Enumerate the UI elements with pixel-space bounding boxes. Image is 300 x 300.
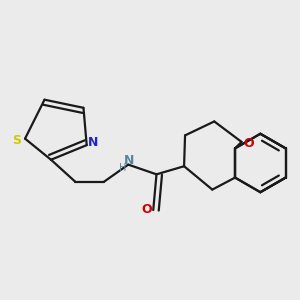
Text: S: S: [12, 134, 21, 147]
Text: O: O: [141, 202, 152, 216]
Text: N: N: [88, 136, 99, 149]
Text: H: H: [119, 163, 127, 173]
Text: O: O: [243, 137, 254, 150]
Text: N: N: [124, 154, 134, 166]
